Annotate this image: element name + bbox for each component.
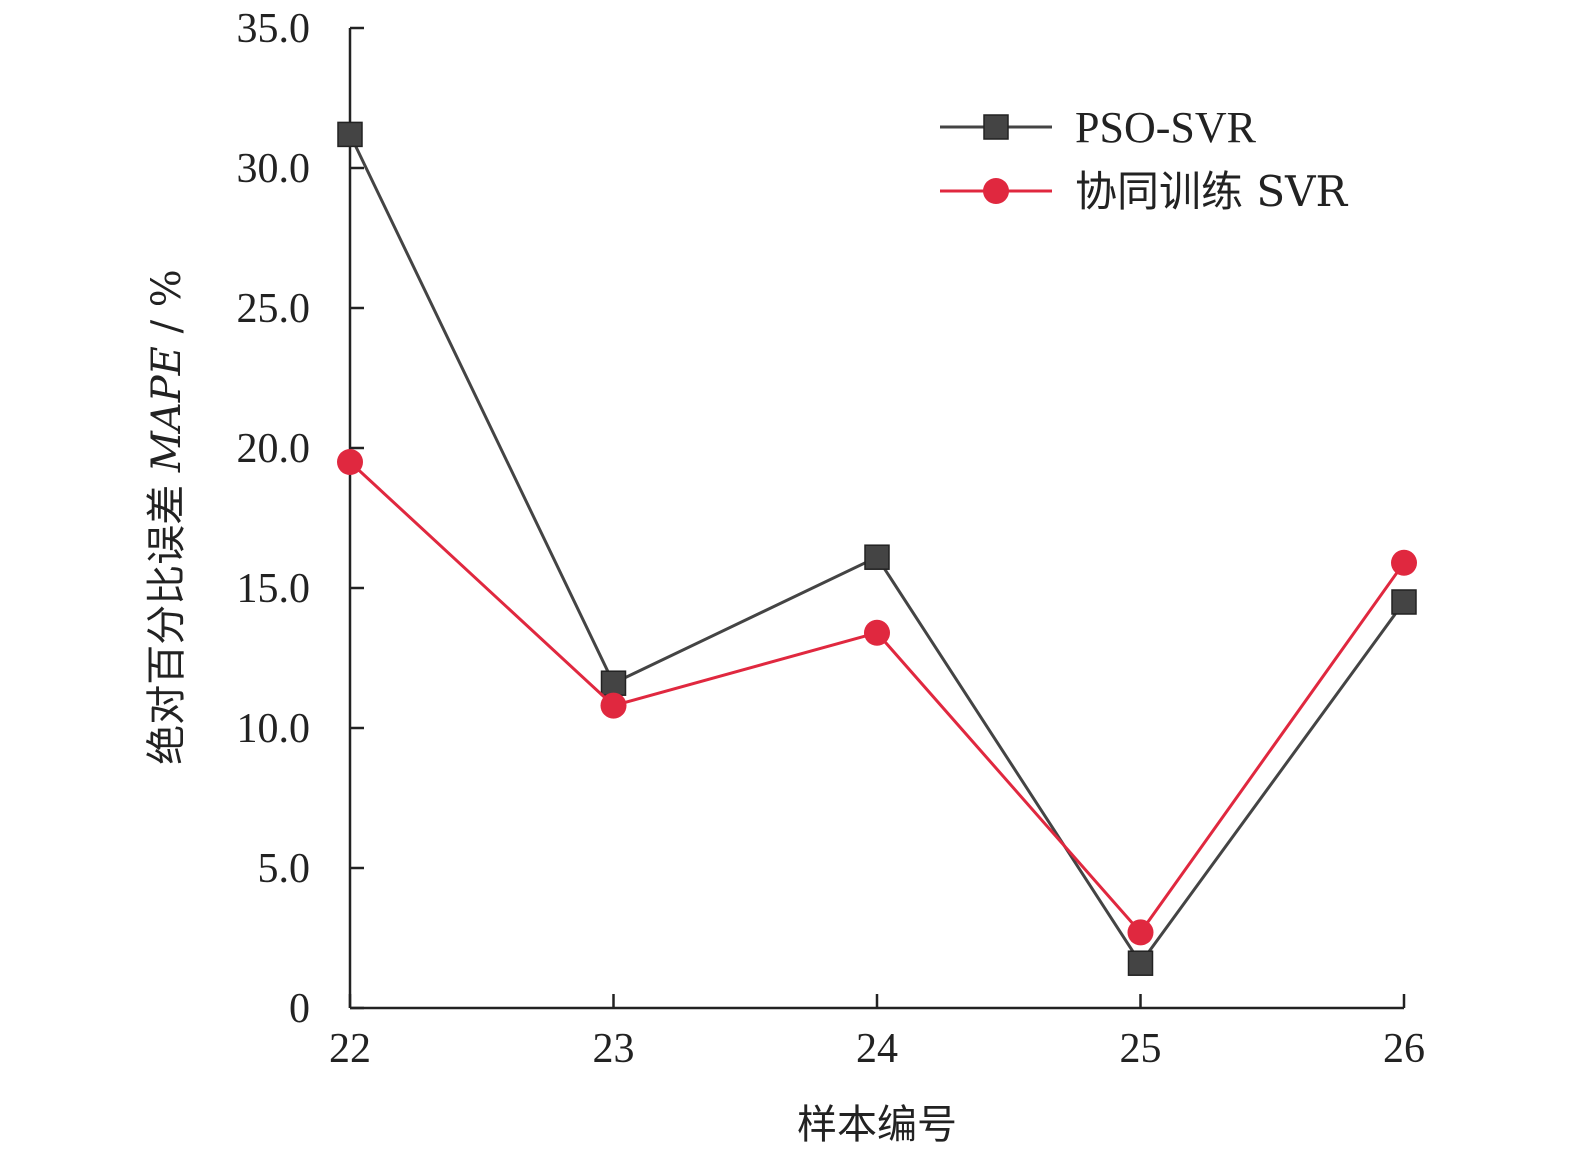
y-axis-label-prefix: 绝对百分比误差	[144, 472, 190, 765]
legend-item-2: 协同训练 SVR	[940, 167, 1348, 216]
data-point-circle	[864, 619, 890, 646]
data-point-square	[1391, 589, 1417, 615]
x-tick-label: 26	[1383, 1026, 1425, 1072]
x-tick-label: 22	[329, 1026, 371, 1072]
y-tick-label: 35.0	[237, 6, 311, 52]
y-tick-label: 15.0	[237, 566, 311, 612]
y-axis-label: 绝对百分比误差 MAPE / %	[144, 269, 190, 765]
y-tick-label: 10.0	[237, 706, 311, 752]
data-point-square	[600, 670, 627, 696]
legend-item-1: PSO-SVR	[940, 103, 1257, 152]
legend-marker-circle	[983, 178, 1009, 204]
series-1	[337, 121, 1417, 976]
y-tick-label: 25.0	[237, 286, 311, 332]
x-tick-label: 23	[593, 1026, 635, 1072]
data-point-circle	[337, 449, 363, 475]
x-tick-label: 24	[856, 1026, 898, 1072]
y-ticks: 0 5.0 10.0 15.0 20.0 25.0 30.0 35.0	[237, 6, 364, 1032]
data-point-square	[337, 121, 363, 148]
series-line	[348, 460, 1406, 935]
legend-label: 协同训练 SVR	[1075, 167, 1348, 216]
data-point-circle	[1391, 549, 1417, 576]
y-tick-label: 30.0	[237, 146, 311, 192]
series-layer	[337, 121, 1417, 976]
series-2	[337, 449, 1417, 946]
legend-marker-square	[983, 114, 1009, 140]
y-tick-label: 0	[289, 986, 310, 1032]
legend-label: PSO-SVR	[1075, 103, 1257, 152]
x-tick-label: 25	[1120, 1026, 1162, 1072]
y-axis-label-suffix: / %	[144, 269, 190, 346]
x-axis-label: 样本编号	[797, 1102, 957, 1148]
data-point-square	[864, 544, 890, 570]
data-point-square	[1127, 950, 1154, 976]
y-axis-label-italic: MAPE	[144, 346, 190, 473]
data-point-circle	[600, 692, 627, 719]
x-ticks: 22 23 24 25 26	[329, 994, 1425, 1072]
y-tick-label: 5.0	[258, 846, 311, 892]
legend: PSO-SVR 协同训练 SVR	[940, 103, 1348, 216]
y-tick-label: 20.0	[237, 426, 311, 472]
data-point-circle	[1127, 919, 1154, 946]
